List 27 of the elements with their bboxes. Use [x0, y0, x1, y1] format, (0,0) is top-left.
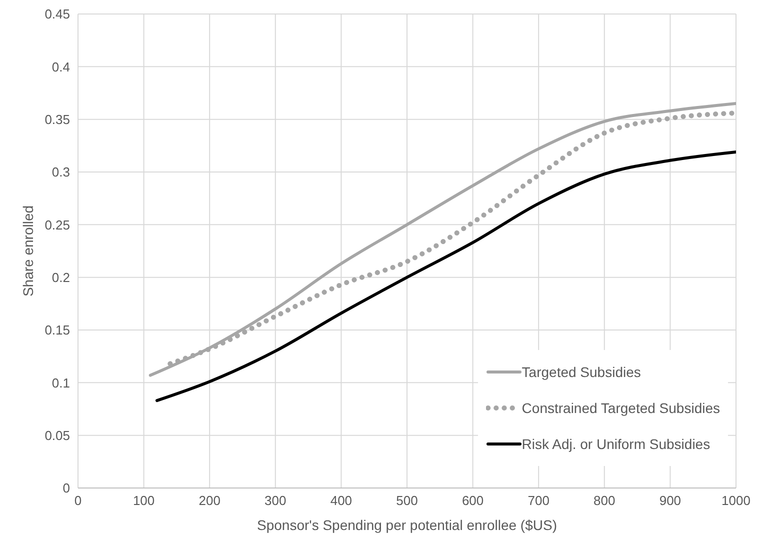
y-tick-label: 0 [62, 480, 70, 496]
y-tick-label: 0.25 [44, 217, 70, 232]
y-tick-label: 0.3 [52, 164, 70, 180]
x-tick-label: 200 [198, 493, 220, 508]
x-tick-label: 1000 [722, 493, 750, 508]
x-tick-label: 900 [659, 493, 682, 508]
y-tick-label: 0.4 [52, 59, 70, 74]
x-tick-label: 300 [264, 493, 286, 508]
y-tick-label: 0.35 [44, 112, 70, 127]
y-tick-label: 0.2 [52, 270, 70, 285]
x-tick-label: 0 [74, 493, 82, 508]
x-tick-label: 100 [132, 493, 155, 508]
x-axis-title: Sponsor's Spending per potential enrollee ($US) [257, 517, 557, 533]
y-tick-label: 0.15 [44, 322, 70, 338]
x-tick-label: 500 [396, 493, 418, 508]
y-tick-label: 0.45 [44, 6, 70, 22]
line-series [155, 150, 736, 402]
x-tick-label: 700 [528, 493, 550, 508]
y-tick-label: 0.1 [52, 375, 70, 390]
y-tick-label: 0.05 [44, 428, 70, 443]
x-tick-label: 600 [462, 493, 484, 508]
legend-label: Constrained Targeted Subsidies [522, 400, 720, 416]
x-tick-label: 800 [594, 493, 616, 508]
x-tick-label: 400 [330, 493, 352, 508]
legend-label: Targeted Subsidies [522, 364, 641, 380]
y-axis-title: Share enrolled [20, 205, 36, 297]
legend-label: Risk Adj. or Uniform Subsidies [522, 436, 710, 452]
